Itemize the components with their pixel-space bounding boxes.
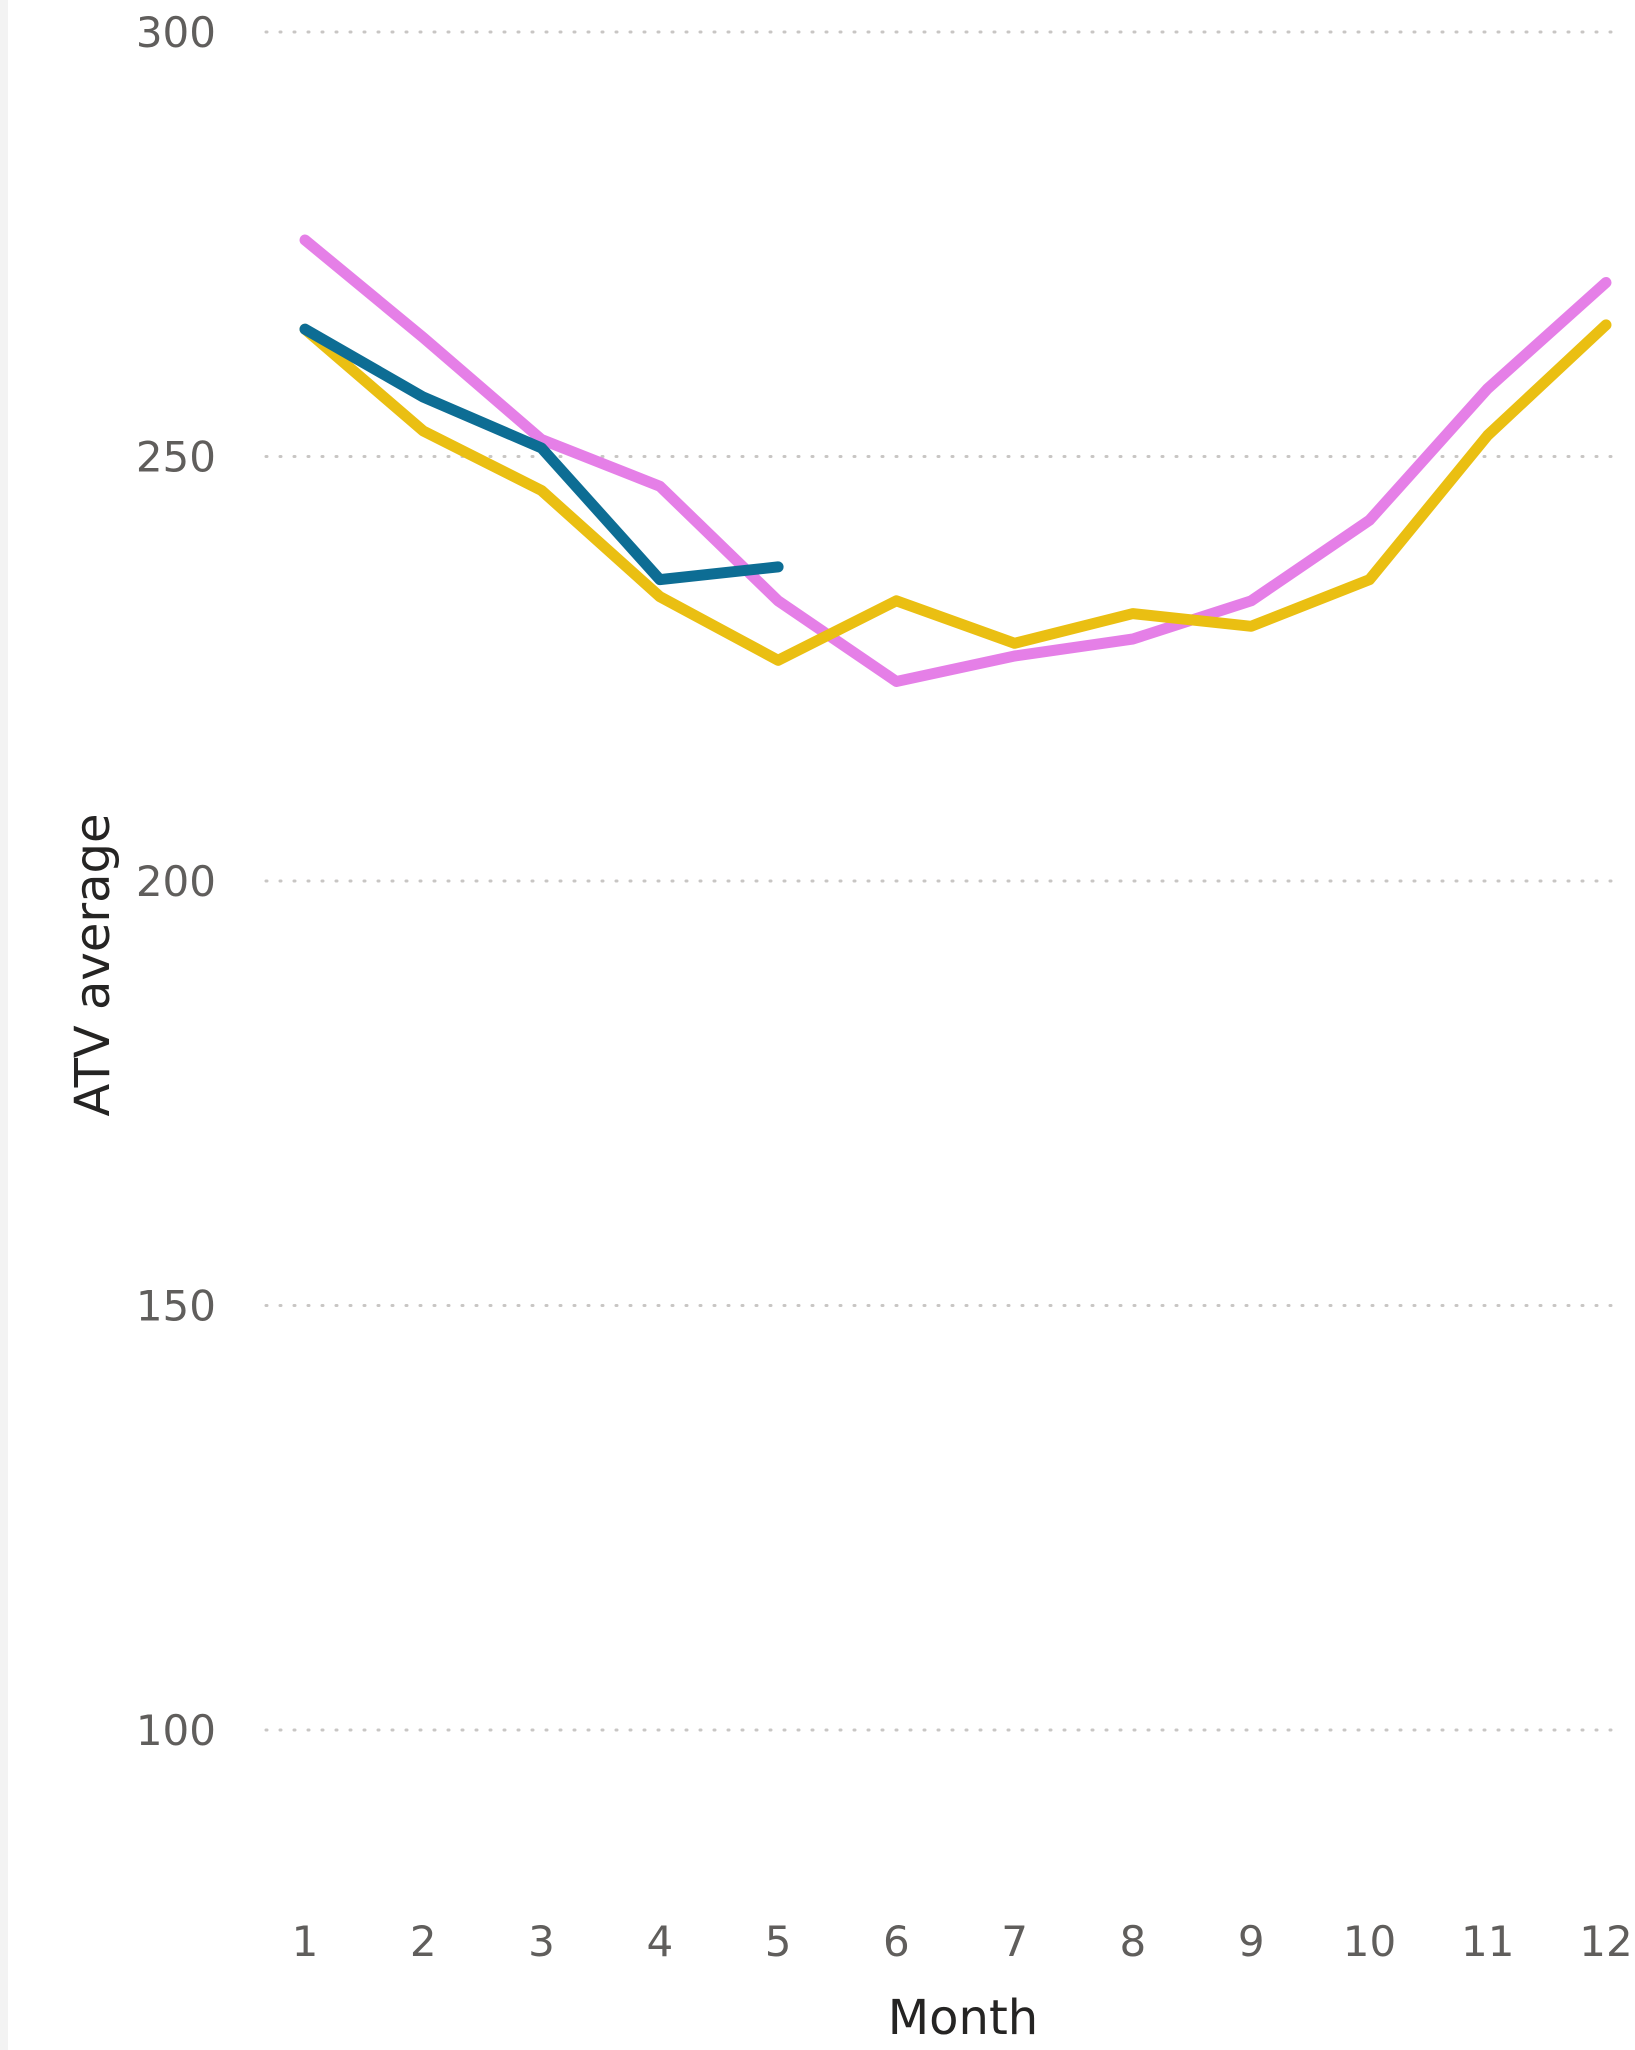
y-tick-label: 300: [136, 8, 216, 57]
x-tick-label: 4: [646, 1917, 673, 1966]
series-lines: [299, 234, 1612, 687]
y-tick-label: 200: [136, 857, 216, 906]
x-tick-label: 2: [410, 1917, 437, 1966]
x-tick-label: 8: [1120, 1917, 1147, 1966]
chart-canvas: 100 150 200 250 300 1 2 3 4 5 6 7 8 9 10 11 12 ATV aver…: [8, 0, 1635, 2050]
x-tick-label: 10: [1343, 1917, 1396, 1966]
x-tick-label: 3: [528, 1917, 555, 1966]
y-axis-ticks: 100 150 200 250 300: [136, 8, 216, 1755]
x-axis-ticks: 1 2 3 4 5 6 7 8 9 10 11 12: [292, 1917, 1633, 1966]
x-tick-label: 6: [883, 1917, 910, 1966]
y-tick-label: 250: [136, 433, 216, 482]
x-tick-label: 5: [765, 1917, 792, 1966]
series-line-2: [299, 319, 1612, 666]
x-tick-label: 9: [1238, 1917, 1265, 1966]
series-line-3: [299, 323, 784, 586]
gridlines: [264, 30, 1621, 1732]
x-tick-label: 11: [1461, 1917, 1514, 1966]
x-tick-label: 7: [1001, 1917, 1028, 1966]
series-line-1: [299, 234, 1612, 687]
x-tick-label: 1: [292, 1917, 319, 1966]
x-axis-title: Month: [888, 1990, 1038, 2046]
y-tick-label: 100: [136, 1706, 216, 1755]
y-axis-title: ATV average: [65, 813, 121, 1116]
x-tick-label: 12: [1579, 1917, 1632, 1966]
y-tick-label: 150: [136, 1282, 216, 1331]
